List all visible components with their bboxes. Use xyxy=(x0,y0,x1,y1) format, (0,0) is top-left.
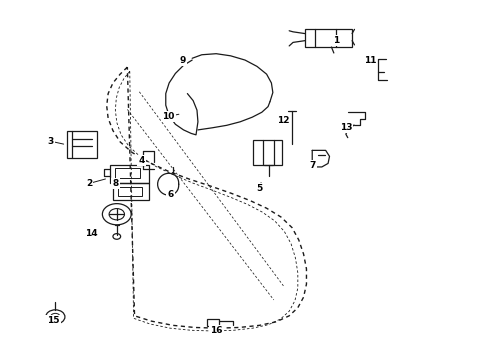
Text: 7: 7 xyxy=(309,161,316,170)
Bar xyxy=(110,165,149,183)
Bar xyxy=(118,187,142,195)
Text: 3: 3 xyxy=(48,137,53,146)
Bar xyxy=(207,319,219,327)
Bar xyxy=(115,168,140,178)
Text: 4: 4 xyxy=(139,156,145,165)
Text: 10: 10 xyxy=(162,112,174,121)
Bar xyxy=(253,140,282,165)
Bar xyxy=(67,131,97,158)
Text: 11: 11 xyxy=(364,55,376,64)
Text: 16: 16 xyxy=(210,327,222,336)
Bar xyxy=(305,30,352,47)
Text: 8: 8 xyxy=(112,179,119,188)
Text: 15: 15 xyxy=(47,316,59,325)
Bar xyxy=(113,183,149,200)
Text: 2: 2 xyxy=(86,179,92,188)
Text: 12: 12 xyxy=(277,116,290,125)
Text: 9: 9 xyxy=(179,55,186,64)
Text: 13: 13 xyxy=(340,123,352,132)
Text: 1: 1 xyxy=(333,36,340,45)
Text: 14: 14 xyxy=(85,229,98,238)
Text: 6: 6 xyxy=(168,190,173,199)
Text: 5: 5 xyxy=(256,184,263,193)
